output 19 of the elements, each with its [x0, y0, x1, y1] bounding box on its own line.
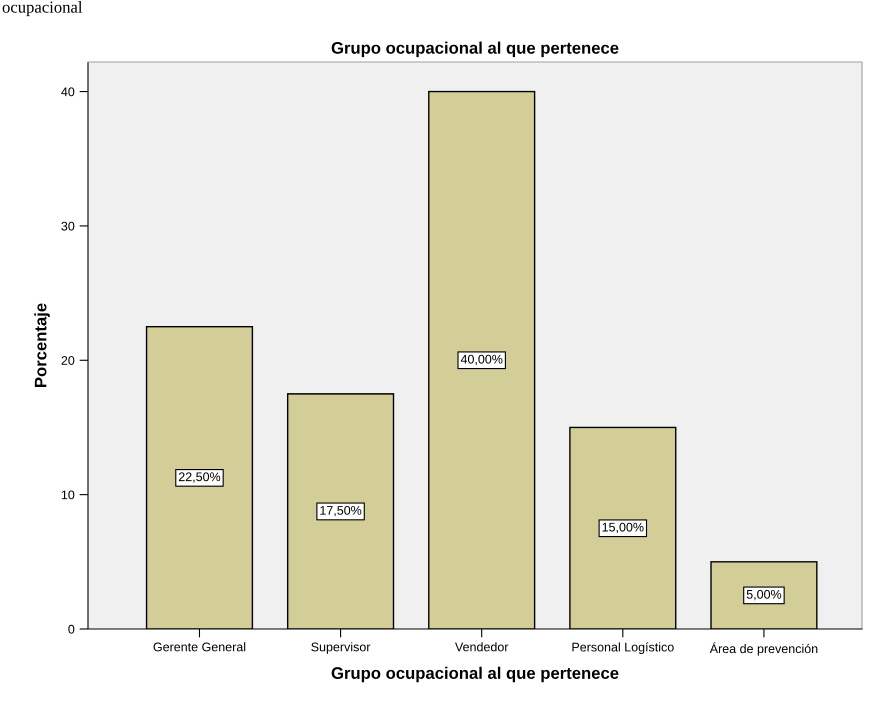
- x-tick-label: Vendedor: [455, 642, 508, 652]
- x-tick-label: Supervisor: [311, 642, 370, 654]
- x-tick-label: Gerente General: [154, 642, 246, 652]
- x-tick-label: Personal Logístico: [572, 642, 674, 654]
- y-tick-label: 0: [68, 624, 74, 634]
- y-tick-label: 30: [61, 222, 74, 231]
- data-label: 17,50%: [320, 506, 362, 516]
- chart-title: Grupo ocupacional al que pertenece: [332, 42, 618, 58]
- x-tick-label: Área de prevención: [710, 642, 818, 656]
- y-tick-label: 40: [61, 87, 74, 96]
- data-label: 15,00%: [602, 522, 644, 534]
- y-tick-label: 10: [62, 490, 74, 500]
- text: ocupacional: [2, 1, 82, 16]
- data-label: 5,00%: [746, 590, 782, 600]
- data-label: 40,00%: [460, 354, 502, 366]
- y-tick-label: 20: [62, 356, 74, 365]
- x-axis-title: Grupo ocupacional al que pertenece: [332, 666, 618, 682]
- y-axis-title: Porcentaje: [34, 303, 50, 387]
- data-label: 22,50%: [178, 472, 220, 483]
